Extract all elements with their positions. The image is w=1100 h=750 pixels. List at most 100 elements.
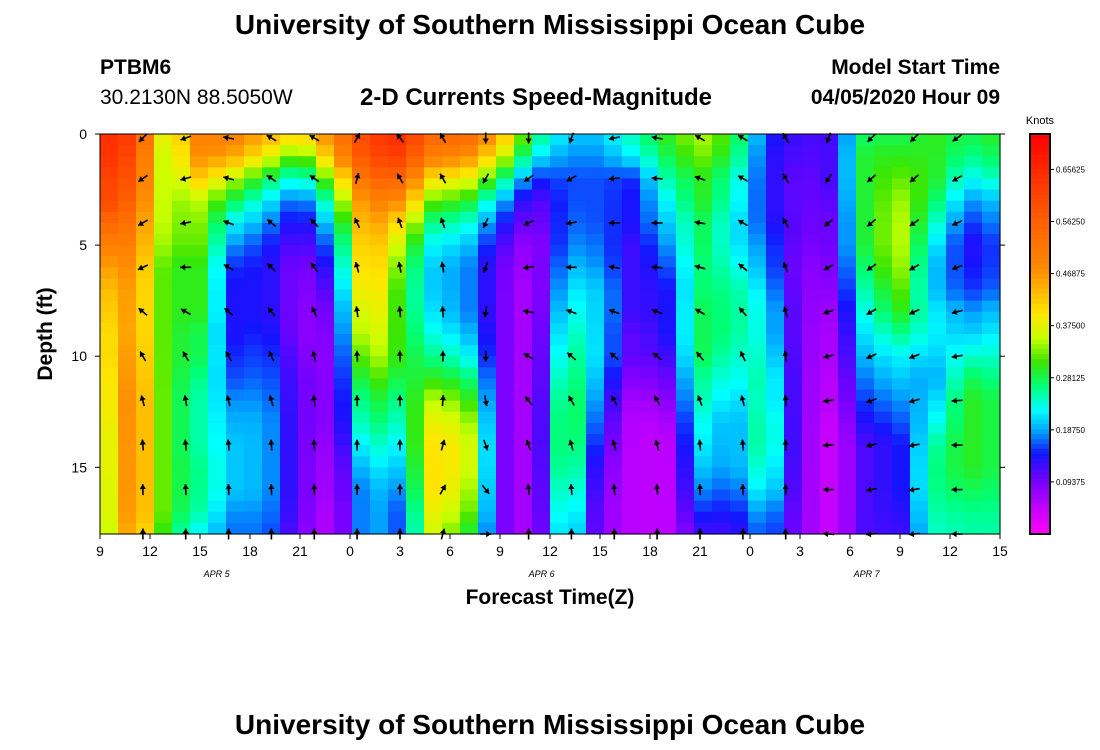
heatmap-cell — [730, 411, 749, 424]
heatmap-cell — [424, 256, 443, 268]
arrow-head — [137, 264, 144, 271]
heatmap-cell — [370, 289, 389, 302]
heatmap-cell — [100, 478, 119, 491]
heatmap-cell — [208, 289, 227, 302]
heatmap-cell — [568, 256, 587, 268]
heatmap-cell — [586, 311, 605, 324]
heatmap-cell — [442, 367, 461, 380]
heatmap-cell — [766, 356, 785, 368]
heatmap-cell — [154, 522, 173, 535]
heatmap-cell — [712, 489, 731, 502]
heatmap-cell — [802, 300, 821, 313]
current-arrow — [180, 264, 192, 271]
colorbar-segment — [1030, 179, 1050, 185]
heatmap-cell — [424, 389, 443, 402]
heatmap-cell — [676, 334, 695, 346]
heatmap-cell — [640, 245, 659, 257]
heatmap-cell — [118, 245, 137, 257]
heatmap-cell — [316, 467, 335, 480]
heatmap-cell — [568, 222, 587, 235]
heatmap-cell — [550, 345, 569, 357]
colorbar-segment — [1030, 139, 1050, 145]
colorbar-segment — [1030, 434, 1050, 440]
heatmap-cell — [514, 189, 533, 202]
arrow-head — [225, 484, 232, 490]
heatmap-cell — [208, 256, 227, 268]
heatmap-cell — [100, 511, 119, 524]
heatmap-cell — [622, 134, 641, 146]
arrow-head — [739, 484, 746, 490]
heatmap-cell — [208, 522, 227, 535]
heatmap-cell — [370, 511, 389, 524]
heatmap-cell — [190, 145, 209, 157]
heatmap-cell — [424, 311, 443, 324]
heatmap-cell — [892, 156, 911, 168]
arrow-head — [652, 308, 658, 315]
heatmap-cell — [208, 500, 227, 513]
heatmap-cell — [856, 256, 875, 268]
current-arrow — [866, 218, 877, 228]
heatmap-cell — [100, 378, 119, 391]
colorbar-segment — [1030, 344, 1050, 350]
heatmap-cell — [730, 167, 749, 180]
heatmap-cell — [370, 522, 389, 535]
heatmap-cell — [424, 267, 443, 280]
heatmap-cell — [946, 267, 965, 280]
heatmap-cell — [370, 211, 389, 224]
x-tick-label: 0 — [346, 543, 354, 559]
heatmap-cell — [190, 400, 209, 413]
heatmap-cell — [424, 500, 443, 513]
heatmap-cell — [262, 200, 281, 213]
current-arrow — [951, 219, 963, 226]
heatmap-cell — [730, 345, 749, 357]
heatmap-cell — [946, 256, 965, 268]
current-arrow — [782, 132, 790, 144]
heatmap-cell — [262, 189, 281, 202]
heatmap-cell — [910, 422, 929, 435]
heatmap-cell — [946, 222, 965, 235]
heatmap-cell — [334, 489, 353, 502]
arrow-head — [782, 173, 789, 180]
heatmap-cell — [100, 400, 119, 413]
heatmap-cell — [856, 422, 875, 435]
heatmap-cell — [190, 178, 209, 191]
heatmap-cell — [982, 322, 1001, 335]
arrow-head — [908, 486, 915, 493]
x-tick-label: 21 — [692, 543, 708, 559]
heatmap-cell — [784, 322, 803, 335]
heatmap-cell — [658, 178, 677, 191]
heatmap-cell — [604, 467, 623, 480]
heatmap-cell — [514, 245, 533, 257]
current-arrow — [267, 307, 276, 317]
heatmap-cell — [226, 378, 245, 391]
heatmap-cell — [730, 289, 749, 302]
heatmap-cell — [244, 245, 263, 257]
heatmap-cell — [928, 134, 947, 146]
heatmap-cell — [604, 522, 623, 535]
current-arrow — [694, 308, 706, 316]
x-tick-label: 21 — [292, 543, 308, 559]
heatmap-cell — [838, 134, 857, 146]
heatmap-cell — [406, 367, 425, 380]
heatmap-cell — [352, 378, 371, 391]
heatmap-cell — [118, 334, 137, 346]
chart-subtitle: 2-D Currents Speed-Magnitude — [360, 84, 713, 111]
heatmap-cell — [460, 134, 479, 146]
heatmap-cell — [802, 400, 821, 413]
heatmap-cell — [946, 189, 965, 202]
heatmap-cell — [730, 500, 749, 513]
heatmap-cell — [874, 311, 893, 324]
heatmap-cell — [532, 222, 551, 235]
heatmap-cell — [406, 256, 425, 268]
heatmap-cell — [982, 378, 1001, 391]
current-arrow — [223, 263, 234, 271]
current-arrow — [268, 395, 275, 407]
arrow-head — [182, 351, 189, 358]
heatmap-cell — [586, 445, 605, 457]
heatmap-cell — [514, 267, 533, 280]
heatmap-cell — [676, 478, 695, 491]
current-arrow — [525, 439, 532, 451]
heatmap-cell — [712, 222, 731, 235]
heatmap-cell — [640, 489, 659, 502]
colorbar-segment — [1030, 269, 1050, 275]
